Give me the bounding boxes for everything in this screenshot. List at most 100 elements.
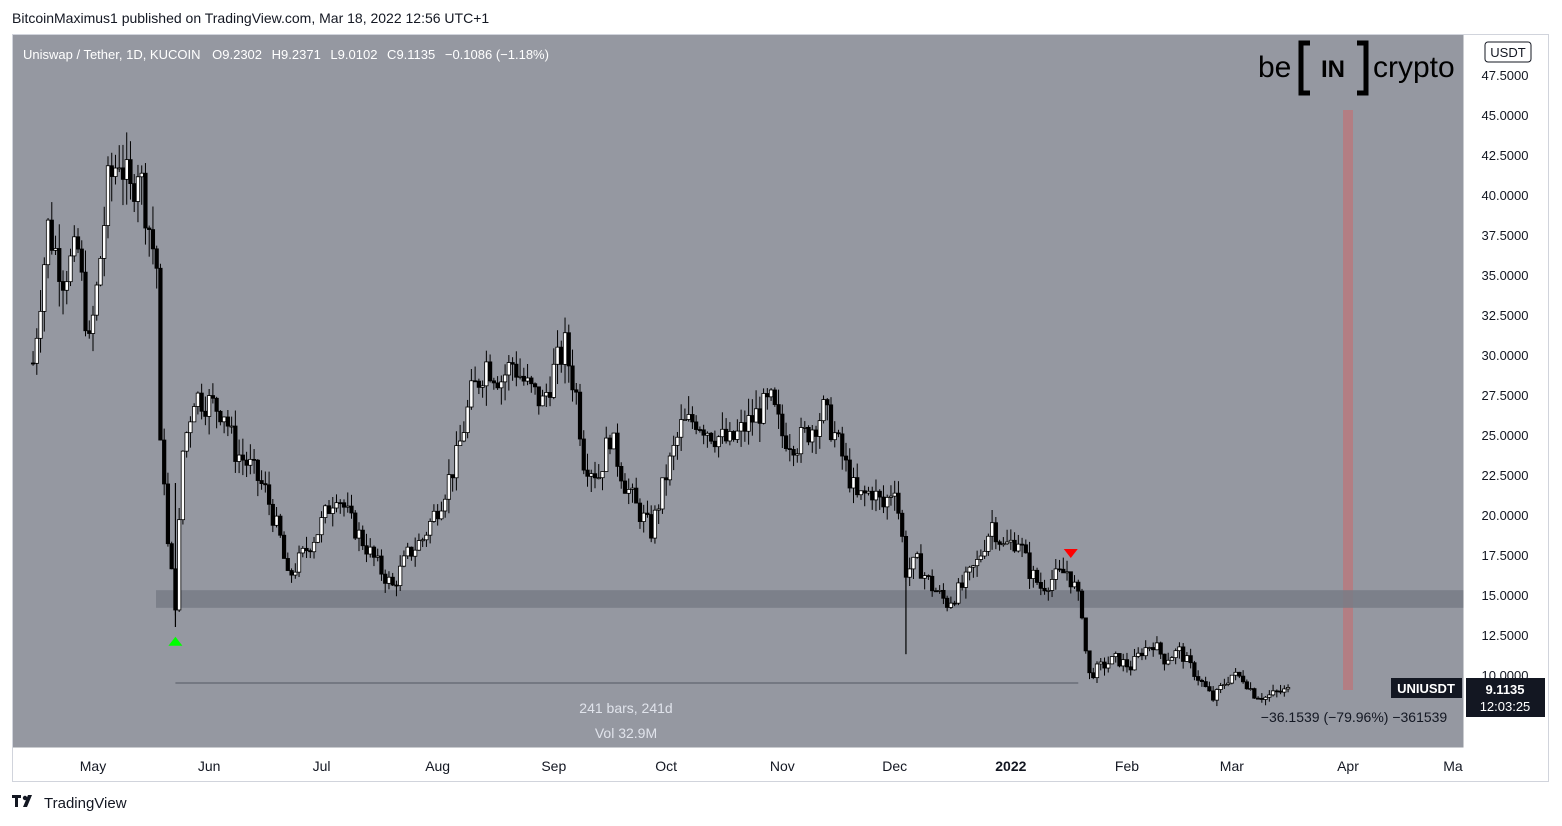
candle-body xyxy=(735,430,740,440)
candle-body xyxy=(1147,647,1152,649)
candle-body xyxy=(263,483,268,486)
candle-body xyxy=(615,432,620,467)
candle-body xyxy=(274,515,279,526)
candle-body xyxy=(787,448,792,450)
candle-body xyxy=(113,167,118,177)
price-axis[interactable] xyxy=(1464,35,1549,781)
candle-body xyxy=(510,362,515,365)
candle-body xyxy=(679,419,684,438)
candle-body xyxy=(544,392,549,397)
candle-body xyxy=(1072,581,1077,588)
candle-body xyxy=(536,386,541,407)
candle-body xyxy=(1012,539,1017,552)
candle-body xyxy=(577,391,583,440)
candle-body xyxy=(255,459,260,481)
candle-body xyxy=(776,404,781,415)
candle-body xyxy=(900,512,905,537)
price-tick-label: 27.5000 xyxy=(1482,388,1529,403)
candle-body xyxy=(690,414,695,423)
candle-body xyxy=(945,597,950,608)
candle-body xyxy=(952,602,957,605)
candle-body xyxy=(1079,590,1085,619)
candle-body xyxy=(192,406,197,423)
candle-body xyxy=(604,437,609,472)
candle-body xyxy=(1229,674,1234,684)
candle-body xyxy=(1252,688,1257,699)
candle-body xyxy=(514,363,519,378)
candle-body xyxy=(499,381,504,389)
candle-body xyxy=(907,568,912,578)
candle-body xyxy=(1274,690,1279,693)
chart-frame[interactable]: 241 bars, 241d Vol 32.9M −36.1539 (−79.9… xyxy=(12,34,1549,782)
time-tick-label: Jun xyxy=(198,758,221,774)
candle-body xyxy=(1046,590,1051,592)
candle-body xyxy=(405,546,410,557)
candle-body xyxy=(843,455,849,461)
candle-body xyxy=(1027,552,1032,579)
candle-body xyxy=(1102,661,1107,669)
candle-body xyxy=(428,521,433,536)
candle-body xyxy=(619,465,624,482)
candle-body xyxy=(120,167,126,180)
candle-body xyxy=(963,571,968,588)
candle-body xyxy=(30,362,36,365)
candle-body xyxy=(1139,652,1145,657)
candle-body xyxy=(319,517,324,536)
candle-body xyxy=(978,555,983,560)
candle-body xyxy=(712,440,717,448)
price-tick-label: 17.5000 xyxy=(1482,548,1529,563)
last-price-badge: UNIUSDT 9.1135 12:03:25 xyxy=(1391,678,1545,717)
candle-body xyxy=(1087,650,1092,674)
candle-body xyxy=(817,420,822,437)
candle-body xyxy=(188,421,193,434)
candle-body xyxy=(53,248,58,251)
candle-body xyxy=(443,498,448,512)
candle-body xyxy=(326,505,332,514)
candle-body xyxy=(697,429,702,431)
symbol-info: Uniswap / Tether, 1D, KUCOIN O9.2302 H9.… xyxy=(23,47,549,62)
plot-background xyxy=(13,35,1464,748)
candle-body xyxy=(87,330,92,334)
candle-body xyxy=(1192,662,1197,677)
svg-text:UNIUSDT: UNIUSDT xyxy=(1397,681,1455,696)
price-chart[interactable]: 241 bars, 241d Vol 32.9M −36.1539 (−79.9… xyxy=(13,35,1548,781)
candle-body xyxy=(195,392,200,407)
measure-volume-label: Vol 32.9M xyxy=(595,725,657,741)
measure-tool: 241 bars, 241d Vol 32.9M −36.1539 (−79.9… xyxy=(579,700,1447,741)
candle-body xyxy=(626,489,631,494)
candle-body xyxy=(341,502,347,508)
time-tick-label: Ma xyxy=(1443,758,1463,774)
candle-body xyxy=(371,546,377,558)
candle-body xyxy=(311,541,317,553)
candle-body xyxy=(562,332,568,365)
candle-body xyxy=(281,534,287,559)
candle-body xyxy=(993,522,998,543)
candle-body xyxy=(38,310,43,339)
vertical-band-layer xyxy=(1343,110,1353,690)
candle-body xyxy=(888,495,894,498)
close-value: 9.1135 xyxy=(396,47,435,62)
candle-body xyxy=(847,459,852,489)
candle-body xyxy=(1151,647,1156,651)
candle-body xyxy=(585,469,590,477)
candle-body xyxy=(574,389,579,393)
candle-body xyxy=(791,449,796,456)
candle-body xyxy=(915,553,920,558)
candle-body xyxy=(1169,657,1175,661)
tradingview-logo-icon xyxy=(12,794,38,812)
candle-body xyxy=(1098,661,1103,665)
candle-body xyxy=(237,454,242,462)
candle-body xyxy=(132,183,137,202)
currency-badge xyxy=(1484,41,1532,63)
candle-body xyxy=(828,404,834,441)
time-axis[interactable] xyxy=(13,748,1464,781)
candle-body xyxy=(1109,656,1115,665)
candle-body xyxy=(1278,690,1283,693)
change-value: −0.1086 (−1.18%) xyxy=(445,47,549,62)
candle-body xyxy=(802,427,807,429)
candle-body xyxy=(1263,696,1268,700)
candle-body xyxy=(1196,676,1201,681)
candle-body xyxy=(724,428,729,442)
candle-body xyxy=(390,576,395,586)
candle-body xyxy=(892,492,897,497)
